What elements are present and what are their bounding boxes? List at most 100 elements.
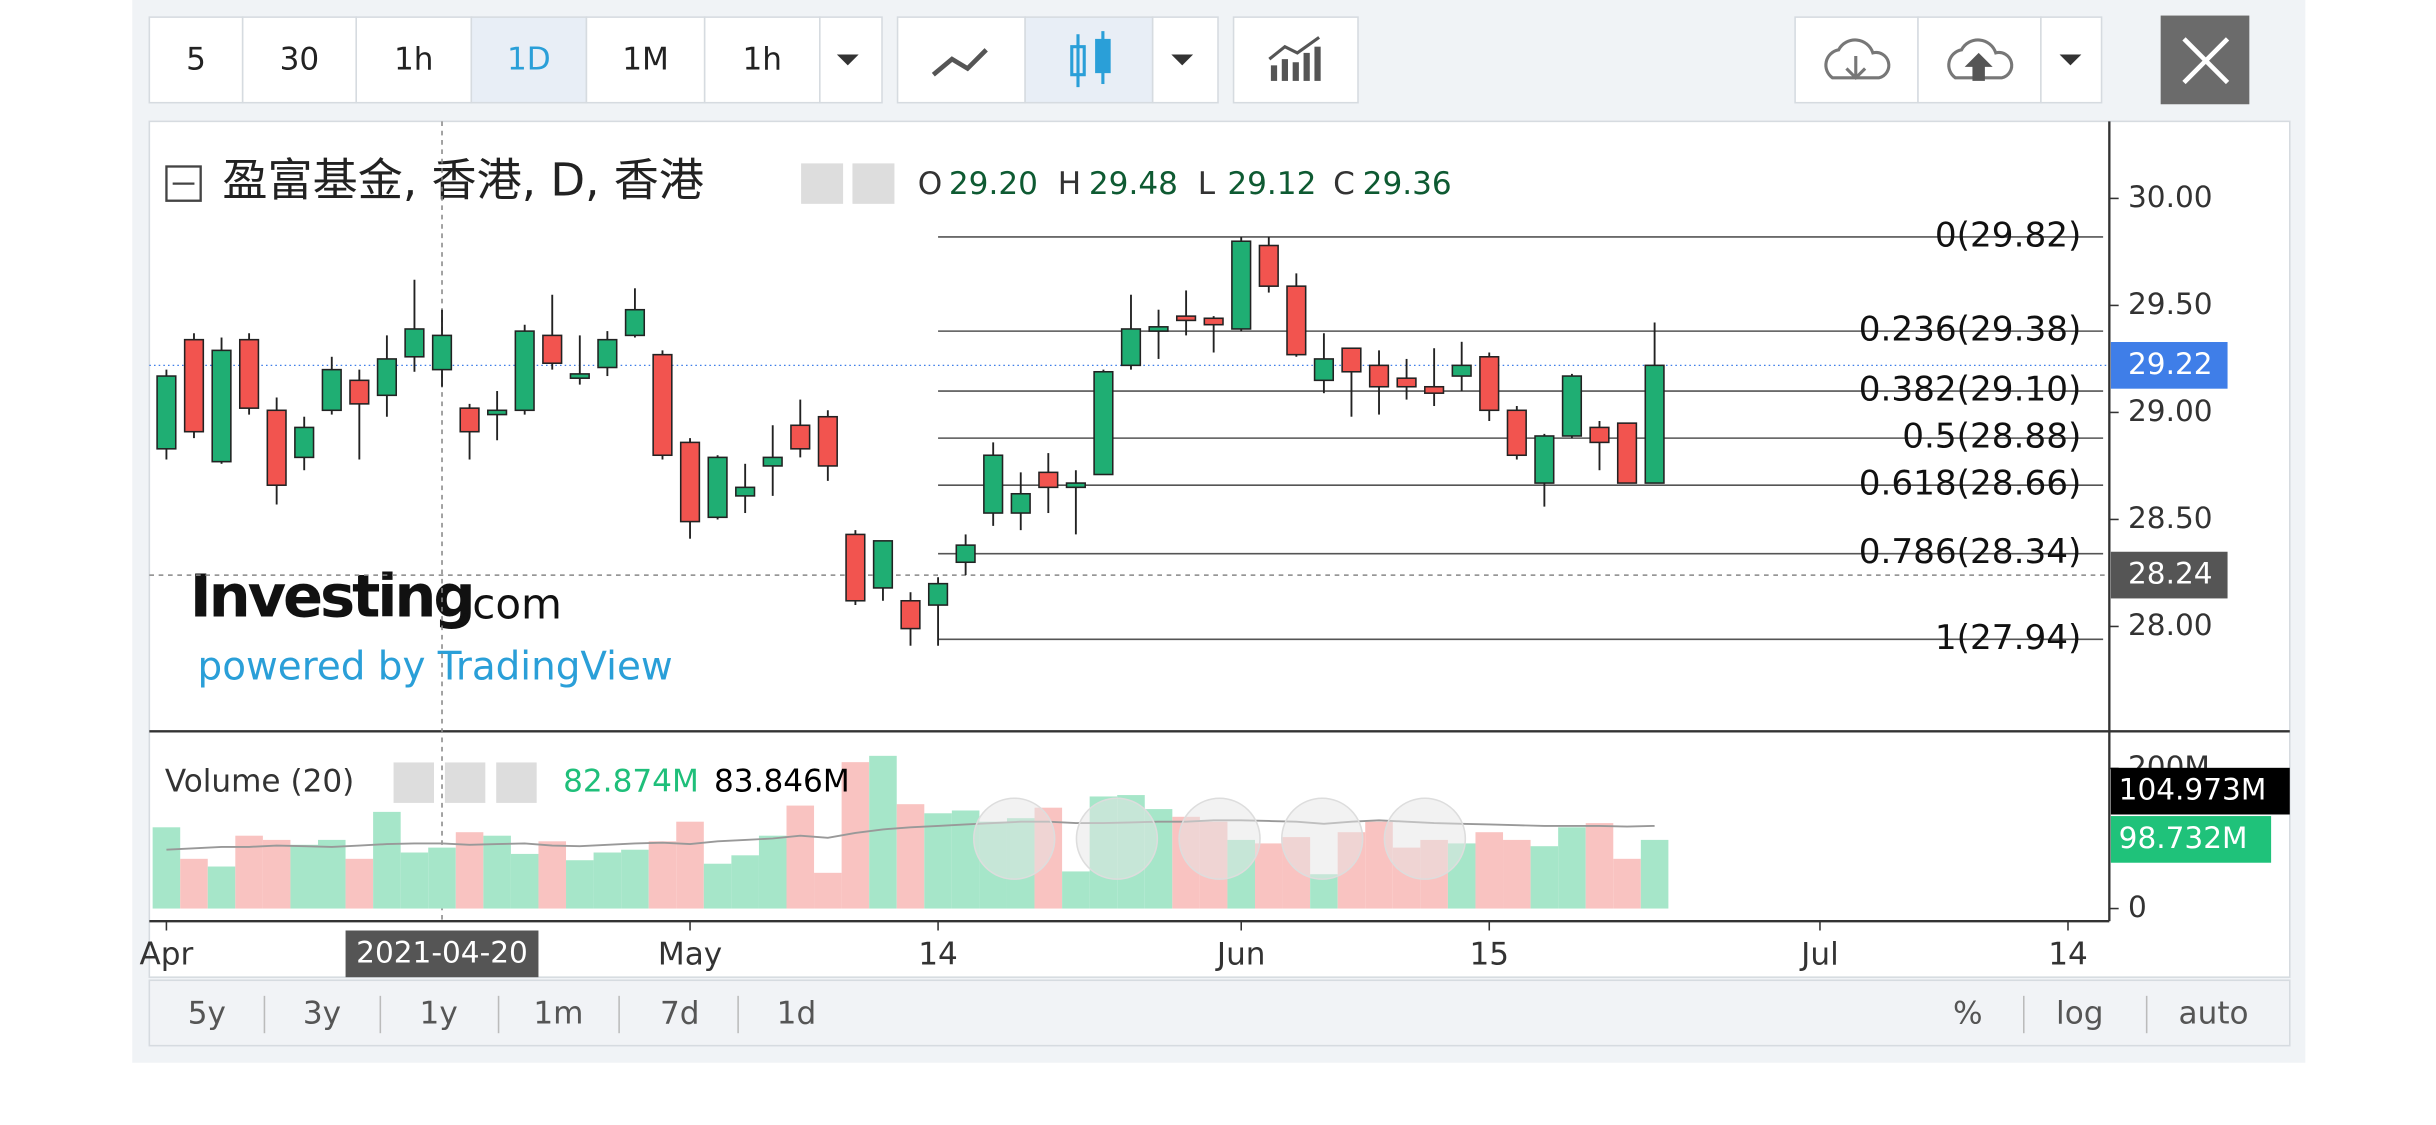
fib-label: 0.5(28.88) (1902, 417, 2081, 457)
range-button[interactable]: 7d (660, 996, 700, 1032)
chart-title: 盈富基金, 香港, D, 香港 (222, 154, 704, 207)
candle-body (762, 456, 783, 467)
interval-label: 30 (280, 42, 320, 78)
watermark: Investing (190, 562, 473, 631)
gear-icon[interactable] (852, 163, 895, 204)
last-price-box (2110, 342, 2228, 389)
y-tick-label: 29.50 (2128, 287, 2213, 321)
eye-icon[interactable] (801, 163, 844, 204)
volume-bar (317, 839, 346, 909)
volume-bar (621, 849, 649, 909)
interval-label: 1M (622, 42, 669, 78)
interval-button[interactable] (241, 16, 357, 104)
volume-title: Volume (20) (165, 764, 354, 800)
close-icon (2182, 37, 2230, 85)
candle-body (1286, 285, 1307, 356)
interval-button[interactable] (355, 16, 473, 104)
fib-label: 0.618(28.66) (1859, 464, 2082, 504)
scale-button[interactable]: % (1953, 996, 1983, 1032)
scale-button[interactable]: log (2056, 996, 2103, 1032)
powered-by: powered by TradingView (198, 645, 673, 690)
volume-bar (1310, 874, 1338, 909)
indicators-button[interactable] (1232, 16, 1359, 104)
interval-button[interactable] (703, 16, 821, 104)
fib-label: 0.236(29.38) (1859, 310, 2082, 350)
volume-axis-box (2110, 816, 2272, 863)
readout-value: 29.20 (949, 166, 1038, 202)
candle-body (1038, 471, 1059, 489)
candle-body (983, 454, 1004, 514)
x-tick-label: 15 (1469, 936, 1509, 972)
nav-button[interactable] (973, 797, 1056, 880)
volume-tick-label: 0 (2128, 890, 2147, 924)
candle-body (1368, 364, 1390, 388)
readout-label: C (1333, 166, 1355, 202)
fib-label: 0(29.82) (1935, 215, 2081, 255)
volume-bar (400, 852, 429, 909)
volume-bar (676, 821, 704, 909)
volume-bar (896, 804, 925, 909)
candle-body (1093, 370, 1114, 476)
volume-bar (345, 858, 374, 909)
x-tick-label: 14 (2048, 936, 2088, 972)
x-tick-label: Jul (1799, 936, 1839, 972)
candle-body (652, 353, 673, 457)
x-tick-label: May (658, 936, 722, 972)
volume-bar (648, 841, 677, 909)
volume-bar (235, 835, 263, 909)
candle-body (431, 334, 453, 371)
range-button[interactable]: 3y (303, 996, 341, 1032)
candle-body (927, 582, 949, 606)
fib-label: 1(27.94) (1935, 618, 2081, 658)
download-icon (1824, 38, 1891, 81)
remove-icon[interactable] (496, 762, 537, 803)
candle-style-button[interactable] (1024, 16, 1154, 104)
range-button[interactable]: 1d (777, 996, 817, 1032)
candle-body (707, 456, 728, 519)
x-tick-label: Jun (1215, 936, 1266, 972)
scale-button[interactable]: auto (2179, 996, 2249, 1032)
line-style-button[interactable] (896, 16, 1026, 104)
candle-body (1644, 364, 1665, 484)
range-button[interactable]: 1m (533, 996, 583, 1032)
volume-bar (1613, 858, 1641, 909)
volume-readout: 82.874M (563, 764, 699, 800)
caret (1171, 54, 1194, 66)
readout-value: 29.48 (1089, 166, 1178, 202)
upload-arrow (1964, 52, 1993, 81)
volume-bar (1503, 839, 1531, 909)
candle-body (376, 358, 398, 397)
candle-body (1120, 328, 1142, 367)
nav-button[interactable] (1383, 797, 1467, 880)
nav-button[interactable] (1281, 797, 1364, 880)
gear-icon[interactable] (444, 762, 486, 803)
candle-body (1451, 364, 1472, 377)
candle-body (294, 426, 315, 459)
volume-bar (428, 847, 456, 909)
interval-button[interactable] (148, 16, 244, 104)
nav-button[interactable] (1075, 797, 1159, 880)
candle-body (1534, 435, 1555, 484)
candle-icon (1070, 31, 1111, 88)
candle-body (955, 544, 976, 564)
toolbar (819, 15, 2250, 105)
candle-body (238, 338, 260, 409)
volume-axis-box (2110, 767, 2290, 815)
range-button[interactable]: 5y (188, 996, 226, 1032)
eye-icon[interactable] (393, 762, 434, 803)
candle-body (1203, 317, 1224, 326)
volume-bar (1255, 843, 1283, 909)
x-tick-label: Apr (140, 936, 194, 972)
candle-body (1148, 326, 1169, 332)
collapse-icon[interactable] (165, 165, 202, 202)
volume-bar (593, 852, 622, 909)
range-button[interactable]: 1y (420, 996, 458, 1032)
candle-body (459, 407, 480, 433)
volume-bar (1062, 871, 1090, 909)
interval-button[interactable] (470, 16, 588, 104)
volume-bar (758, 835, 787, 909)
bottom-bar (148, 979, 2291, 1047)
candle-body (1313, 358, 1335, 382)
nav-button[interactable] (1178, 797, 1261, 880)
